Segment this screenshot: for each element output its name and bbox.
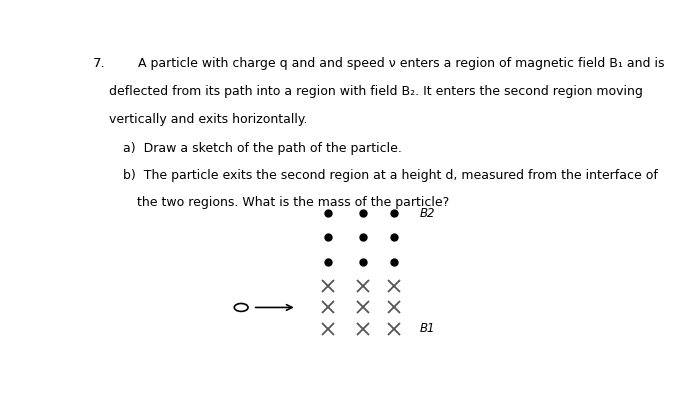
Text: vertically and exits horizontally.: vertically and exits horizontally. [109,113,308,126]
Text: 7.: 7. [93,56,106,70]
Text: A particle with charge q and and speed ν enters a region of magnetic field B₁ an: A particle with charge q and and speed ν… [138,56,664,70]
Text: a)  Draw a sketch of the path of the particle.: a) Draw a sketch of the path of the part… [123,142,402,155]
Text: B1: B1 [420,322,435,335]
Text: deflected from its path into a region with field B₂. It enters the second region: deflected from its path into a region wi… [109,85,643,98]
Text: the two regions. What is the mass of the particle?: the two regions. What is the mass of the… [137,196,449,209]
Text: b)  The particle exits the second region at a height d, measured from the interf: b) The particle exits the second region … [123,169,658,182]
Text: B2: B2 [420,207,435,220]
